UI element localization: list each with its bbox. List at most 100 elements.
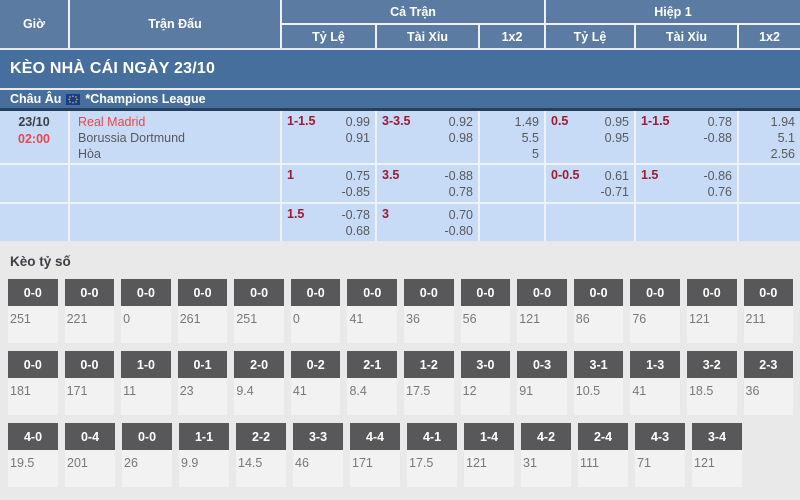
score-cell[interactable]: 3-3 46 bbox=[293, 423, 343, 487]
h1-handicap-cell[interactable]: 0.5 0.95 0.95 bbox=[546, 111, 634, 163]
score-cell[interactable]: 0-0 221 bbox=[64, 279, 115, 343]
score-cell[interactable]: 2-3 36 bbox=[743, 351, 794, 415]
score-label[interactable]: 0-0 bbox=[64, 279, 115, 306]
score-label[interactable]: 0-1 bbox=[177, 351, 228, 378]
score-cell[interactable]: 3-4 121 bbox=[692, 423, 742, 487]
score-label[interactable]: 4-2 bbox=[521, 423, 571, 450]
score-label[interactable]: 2-3 bbox=[743, 351, 794, 378]
odds-value[interactable]: 0.75 bbox=[345, 169, 370, 183]
score-cell[interactable]: 0-0 261 bbox=[177, 279, 228, 343]
score-label[interactable]: 0-0 bbox=[404, 279, 454, 306]
score-label[interactable]: 0-0 bbox=[8, 279, 58, 306]
score-cell[interactable]: 3-1 10.5 bbox=[573, 351, 624, 415]
score-cell[interactable]: 2-4 111 bbox=[578, 423, 628, 487]
odds-value[interactable]: 0.91 bbox=[345, 131, 370, 145]
odds-value[interactable]: 0.70 bbox=[448, 208, 473, 222]
odds-value[interactable]: 0.78 bbox=[707, 115, 732, 129]
score-cell[interactable]: 0-0 56 bbox=[460, 279, 511, 343]
match-teams-cell[interactable]: Real Madrid Borussia Dortmund Hòa bbox=[70, 111, 280, 163]
odds-value[interactable]: 0.78 bbox=[448, 185, 473, 199]
away-team[interactable]: Borussia Dortmund bbox=[78, 131, 185, 145]
odds-value[interactable]: 5.5 bbox=[521, 131, 539, 145]
odds-value[interactable]: 2.56 bbox=[770, 147, 795, 161]
odds-value[interactable]: 0.98 bbox=[448, 131, 473, 145]
odds-value[interactable]: 0.99 bbox=[345, 115, 370, 129]
score-label[interactable]: 4-0 bbox=[8, 423, 58, 450]
score-label[interactable]: 0-0 bbox=[64, 351, 115, 378]
score-label[interactable]: 0-0 bbox=[8, 351, 58, 378]
score-cell[interactable]: 0-0 36 bbox=[404, 279, 454, 343]
score-label[interactable]: 3-4 bbox=[692, 423, 742, 450]
h1-handicap-cell[interactable]: 0-0.5 0.61 -0.71 bbox=[546, 165, 634, 202]
h1-1x2-cell[interactable]: 1.94 5.1 2.56 bbox=[739, 111, 800, 163]
score-cell[interactable]: 4-2 31 bbox=[521, 423, 571, 487]
score-cell[interactable]: 4-0 19.5 bbox=[8, 423, 58, 487]
score-cell[interactable]: 4-1 17.5 bbox=[407, 423, 457, 487]
score-cell[interactable]: 0-0 251 bbox=[8, 279, 58, 343]
score-cell[interactable]: 3-2 18.5 bbox=[686, 351, 737, 415]
score-cell[interactable]: 0-0 171 bbox=[64, 351, 115, 415]
score-label[interactable]: 0-0 bbox=[177, 279, 228, 306]
score-cell[interactable]: 1-0 11 bbox=[121, 351, 171, 415]
score-cell[interactable]: 2-1 8.4 bbox=[347, 351, 398, 415]
ft-overunder-cell[interactable]: 3 0.70 -0.80 bbox=[377, 204, 478, 241]
odds-value[interactable]: 5.1 bbox=[777, 131, 795, 145]
score-label[interactable]: 3-2 bbox=[686, 351, 737, 378]
ft-overunder-cell[interactable]: 3.5 -0.88 0.78 bbox=[377, 165, 478, 202]
score-label[interactable]: 0-2 bbox=[290, 351, 341, 378]
ft-overunder-cell[interactable]: 3-3.5 0.92 0.98 bbox=[377, 111, 478, 163]
odds-value[interactable]: -0.85 bbox=[341, 185, 371, 199]
odds-value[interactable]: -0.88 bbox=[444, 169, 474, 183]
score-cell[interactable]: 0-0 86 bbox=[573, 279, 624, 343]
score-label[interactable]: 1-3 bbox=[630, 351, 680, 378]
odds-value[interactable]: 0.76 bbox=[707, 185, 732, 199]
odds-value[interactable]: -0.80 bbox=[444, 224, 474, 238]
score-label[interactable]: 3-3 bbox=[293, 423, 343, 450]
score-cell[interactable]: 0-4 201 bbox=[65, 423, 115, 487]
ft-handicap-cell[interactable]: 1-1.5 0.99 0.91 bbox=[282, 111, 375, 163]
home-team[interactable]: Real Madrid bbox=[78, 115, 146, 129]
score-label[interactable]: 3-1 bbox=[573, 351, 624, 378]
score-cell[interactable]: 0-0 181 bbox=[8, 351, 58, 415]
score-label[interactable]: 0-0 bbox=[290, 279, 341, 306]
score-cell[interactable]: 3-0 12 bbox=[460, 351, 511, 415]
ft-1x2-cell[interactable]: 1.49 5.5 5 bbox=[480, 111, 544, 163]
score-label[interactable]: 2-2 bbox=[236, 423, 286, 450]
score-label[interactable]: 1-2 bbox=[404, 351, 454, 378]
score-cell[interactable]: 4-4 171 bbox=[350, 423, 400, 487]
score-label[interactable]: 0-0 bbox=[347, 279, 398, 306]
score-label[interactable]: 4-4 bbox=[350, 423, 400, 450]
score-cell[interactable]: 0-0 26 bbox=[122, 423, 172, 487]
score-cell[interactable]: 0-3 91 bbox=[517, 351, 567, 415]
score-cell[interactable]: 0-0 121 bbox=[686, 279, 737, 343]
score-cell[interactable]: 0-2 41 bbox=[290, 351, 341, 415]
score-cell[interactable]: 1-3 41 bbox=[630, 351, 680, 415]
odds-value[interactable]: -0.71 bbox=[600, 185, 630, 199]
score-label[interactable]: 0-0 bbox=[686, 279, 737, 306]
score-cell[interactable]: 2-0 9.4 bbox=[234, 351, 284, 415]
score-cell[interactable]: 0-0 0 bbox=[290, 279, 341, 343]
odds-value[interactable]: 0.61 bbox=[604, 169, 629, 183]
score-label[interactable]: 0-0 bbox=[121, 279, 171, 306]
score-label[interactable]: 2-0 bbox=[234, 351, 284, 378]
score-label[interactable]: 0-0 bbox=[234, 279, 284, 306]
h1-overunder-cell[interactable]: 1.5 -0.86 0.76 bbox=[636, 165, 737, 202]
score-cell[interactable]: 0-0 251 bbox=[234, 279, 284, 343]
score-label[interactable]: 4-3 bbox=[635, 423, 685, 450]
score-label[interactable]: 2-1 bbox=[347, 351, 398, 378]
score-cell[interactable]: 0-1 23 bbox=[177, 351, 228, 415]
score-label[interactable]: 0-0 bbox=[630, 279, 680, 306]
odds-value[interactable]: -0.86 bbox=[703, 169, 733, 183]
score-label[interactable]: 0-0 bbox=[573, 279, 624, 306]
score-label[interactable]: 0-0 bbox=[743, 279, 794, 306]
odds-value[interactable]: 0.95 bbox=[604, 115, 629, 129]
score-label[interactable]: 1-0 bbox=[121, 351, 171, 378]
odds-value[interactable]: 1.94 bbox=[770, 115, 795, 129]
score-label[interactable]: 0-4 bbox=[65, 423, 115, 450]
score-cell[interactable]: 2-2 14.5 bbox=[236, 423, 286, 487]
odds-value[interactable]: 0.92 bbox=[448, 115, 473, 129]
score-label[interactable]: 0-0 bbox=[517, 279, 567, 306]
h1-overunder-cell[interactable]: 1-1.5 0.78 -0.88 bbox=[636, 111, 737, 163]
score-cell[interactable]: 1-1 9.9 bbox=[179, 423, 229, 487]
score-label[interactable]: 2-4 bbox=[578, 423, 628, 450]
